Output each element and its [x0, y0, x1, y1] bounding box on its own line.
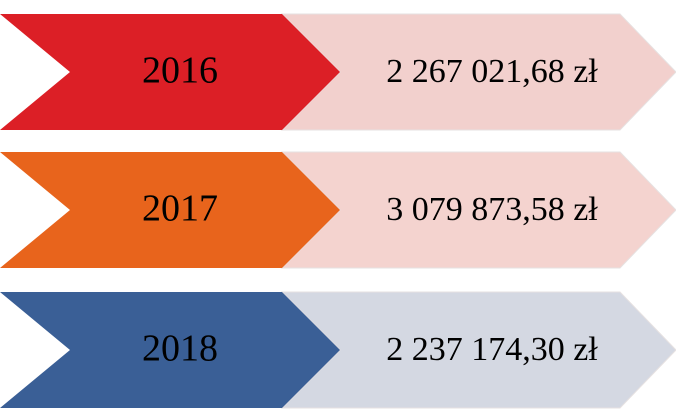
- year-label: 2017: [142, 188, 218, 230]
- amount-label: 2 267 021,68 zł: [386, 53, 598, 90]
- year-label: 2018: [142, 328, 218, 370]
- year-chevron: [0, 14, 340, 130]
- amount-label: 2 237 174,30 zł: [386, 331, 598, 368]
- year-label: 2016: [142, 50, 218, 92]
- year-chevron: [0, 152, 340, 268]
- year-chevron: [0, 292, 340, 408]
- amount-label: 3 079 873,58 zł: [386, 191, 598, 228]
